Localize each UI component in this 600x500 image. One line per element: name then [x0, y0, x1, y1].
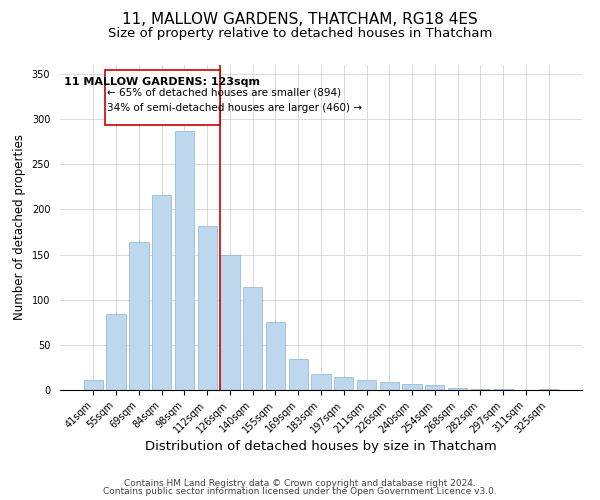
Text: Size of property relative to detached houses in Thatcham: Size of property relative to detached ho…: [108, 28, 492, 40]
Y-axis label: Number of detached properties: Number of detached properties: [13, 134, 26, 320]
Bar: [106, 314, 126, 390]
Bar: [266, 322, 285, 390]
Bar: [539, 389, 558, 390]
Bar: [84, 380, 103, 390]
Bar: [493, 389, 513, 390]
Bar: [403, 384, 422, 390]
Text: ← 65% of detached houses are smaller (894): ← 65% of detached houses are smaller (89…: [107, 88, 341, 98]
Bar: [380, 382, 399, 390]
Text: Contains public sector information licensed under the Open Government Licence v3: Contains public sector information licen…: [103, 487, 497, 496]
Bar: [334, 378, 353, 390]
FancyBboxPatch shape: [105, 70, 220, 124]
Bar: [197, 226, 217, 390]
Bar: [448, 388, 467, 390]
Text: 34% of semi-detached houses are larger (460) →: 34% of semi-detached houses are larger (…: [107, 103, 362, 113]
Text: Contains HM Land Registry data © Crown copyright and database right 2024.: Contains HM Land Registry data © Crown c…: [124, 478, 476, 488]
Text: 11 MALLOW GARDENS: 123sqm: 11 MALLOW GARDENS: 123sqm: [64, 76, 260, 86]
Bar: [470, 389, 490, 390]
Bar: [311, 374, 331, 390]
Bar: [243, 287, 262, 390]
Bar: [289, 360, 308, 390]
Bar: [220, 254, 239, 390]
Bar: [425, 386, 445, 390]
Text: 11, MALLOW GARDENS, THATCHAM, RG18 4ES: 11, MALLOW GARDENS, THATCHAM, RG18 4ES: [122, 12, 478, 28]
Bar: [357, 380, 376, 390]
Bar: [152, 195, 172, 390]
X-axis label: Distribution of detached houses by size in Thatcham: Distribution of detached houses by size …: [145, 440, 497, 453]
Bar: [175, 131, 194, 390]
Bar: [129, 242, 149, 390]
